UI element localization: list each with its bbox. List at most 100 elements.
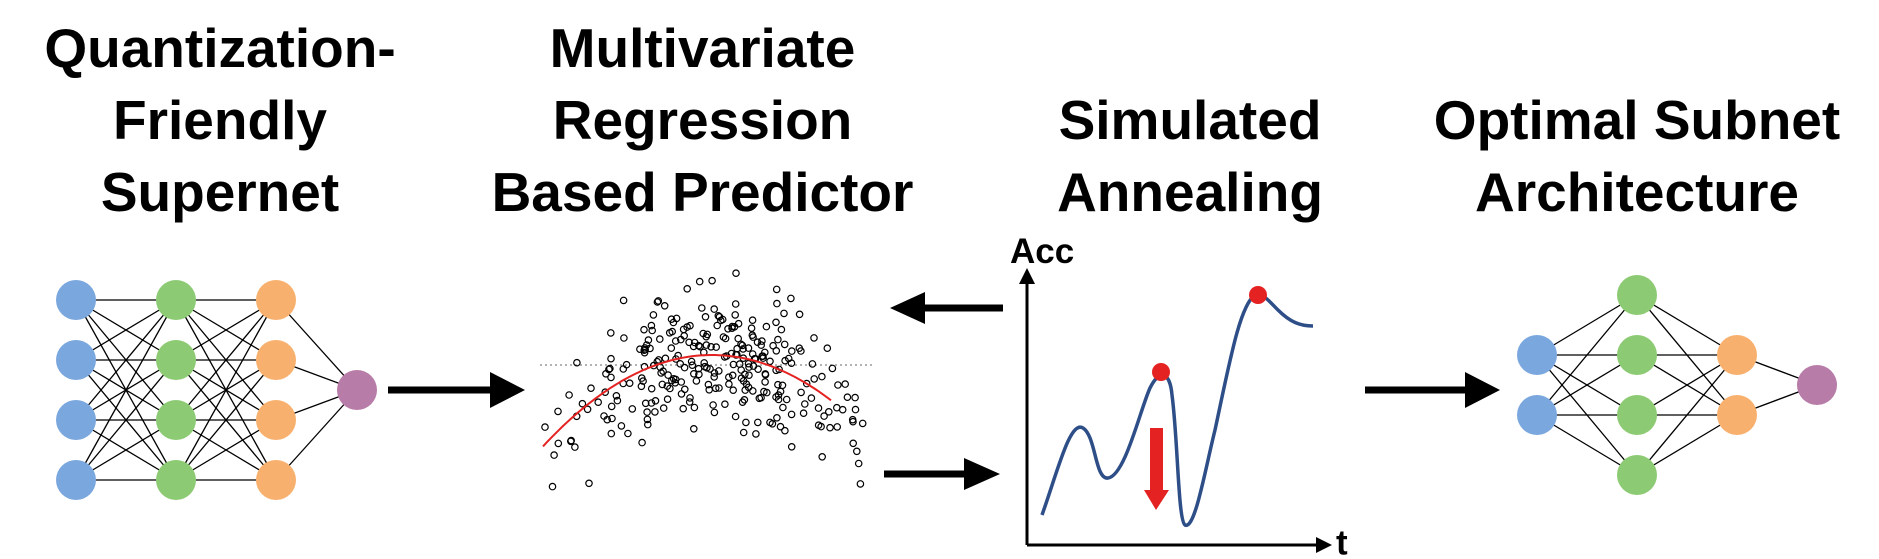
scatter-point [676, 359, 685, 368]
stage-title-annealing: Simulated Annealing [1057, 89, 1323, 223]
scatter-point [744, 344, 753, 352]
supernet-connection [275, 389, 358, 481]
scatter-point [766, 357, 774, 366]
scatter-point [777, 325, 786, 334]
scatter-point [802, 379, 811, 388]
scatter-point [653, 298, 662, 306]
scatter-point [695, 370, 703, 379]
scatter-point [607, 354, 615, 363]
scatter-point [752, 430, 760, 438]
scatter-point [729, 360, 738, 369]
scatter-point [640, 348, 649, 357]
scatter-point [613, 396, 622, 405]
scatter-point [688, 361, 697, 370]
scatter-point [732, 269, 740, 278]
scatter-point [659, 404, 668, 412]
scatter-point [679, 404, 688, 413]
scatter-point [747, 324, 756, 333]
scatter-point [622, 360, 631, 369]
supernet-node-orange [256, 460, 296, 500]
scatter-point [705, 385, 714, 394]
scatter-point [607, 402, 616, 411]
scatter-point [742, 418, 750, 427]
x-axis-label: t [1336, 523, 1348, 559]
scatter-point [713, 321, 722, 330]
scatter-point [715, 312, 724, 321]
scatter-point [795, 310, 804, 319]
scatter-point [620, 334, 628, 342]
scatter-point [787, 442, 796, 451]
stage-title-supernet: Quantization- Friendly Supernet [44, 17, 396, 223]
scatter-point [641, 345, 650, 354]
supernet-connection [75, 299, 177, 421]
scatter-point [738, 341, 747, 350]
scatter-point [852, 447, 861, 456]
scatter-point [818, 452, 827, 461]
scatter-point [649, 311, 658, 319]
scatter-point [687, 357, 696, 366]
scatter-point [833, 423, 842, 431]
scatter-point [594, 398, 603, 407]
scatter-point [744, 359, 753, 368]
scatter-point [843, 393, 852, 402]
scatter-point [640, 325, 648, 334]
scatter-point [774, 335, 782, 344]
scatter-point [731, 412, 740, 421]
scatter-point [760, 387, 768, 396]
scatter-point [841, 380, 850, 388]
scatter-point [663, 382, 672, 390]
downhill-arrow-icon [1144, 490, 1169, 510]
supernet-connection [175, 299, 277, 421]
scatter-point [808, 360, 817, 368]
scatter-point [607, 373, 615, 382]
scatter-point [778, 381, 787, 390]
scatter-point [655, 335, 664, 343]
scatter-point [810, 334, 818, 342]
scatter-point [657, 369, 665, 377]
scatter-point [817, 422, 825, 431]
scatter-point [694, 364, 703, 373]
scatter-point [761, 370, 770, 379]
scatter-point [774, 395, 783, 404]
scatter-point [714, 311, 723, 320]
scatter-point [680, 363, 689, 372]
scatter-point [685, 338, 693, 347]
scatter-point [554, 439, 563, 448]
scatter-point [708, 276, 716, 285]
downhill-arrow-shaft [1150, 428, 1163, 493]
scatter-point [625, 379, 634, 388]
scatter-point [683, 284, 692, 293]
scatter-point [651, 408, 659, 416]
scatter-point [669, 318, 678, 327]
global-optimum-marker [1249, 286, 1267, 304]
scatter-point [643, 408, 651, 416]
scatter-point [690, 403, 699, 412]
scatter-point [548, 482, 557, 491]
supernet-node-orange [256, 400, 296, 440]
supernet-node-orange [256, 280, 296, 320]
arrowhead-icon [1465, 372, 1500, 408]
arrowhead-icon [964, 458, 1000, 490]
scatter-point [721, 400, 729, 409]
scatter-point [728, 371, 737, 380]
scatter-point [550, 451, 558, 459]
scatter-point [772, 285, 781, 294]
subnet-node-blue [1517, 335, 1557, 375]
scatter-point [603, 415, 612, 424]
regression-fit-curve [542, 354, 832, 448]
scatter-point [679, 325, 688, 334]
scatter-point [787, 347, 796, 355]
scatter-point [701, 312, 710, 321]
scatter-point [769, 341, 777, 350]
scatter-point [784, 354, 793, 363]
scatter-point [704, 380, 713, 389]
scatter-point [775, 365, 783, 374]
scatter-point [612, 391, 621, 400]
scatter-point [663, 395, 672, 404]
scatter-point [578, 399, 587, 408]
scatter-point [639, 377, 647, 385]
scatter-point [619, 365, 628, 373]
scatter-point [797, 388, 805, 397]
supernet-connection [175, 299, 277, 481]
scatter-point [729, 386, 738, 395]
